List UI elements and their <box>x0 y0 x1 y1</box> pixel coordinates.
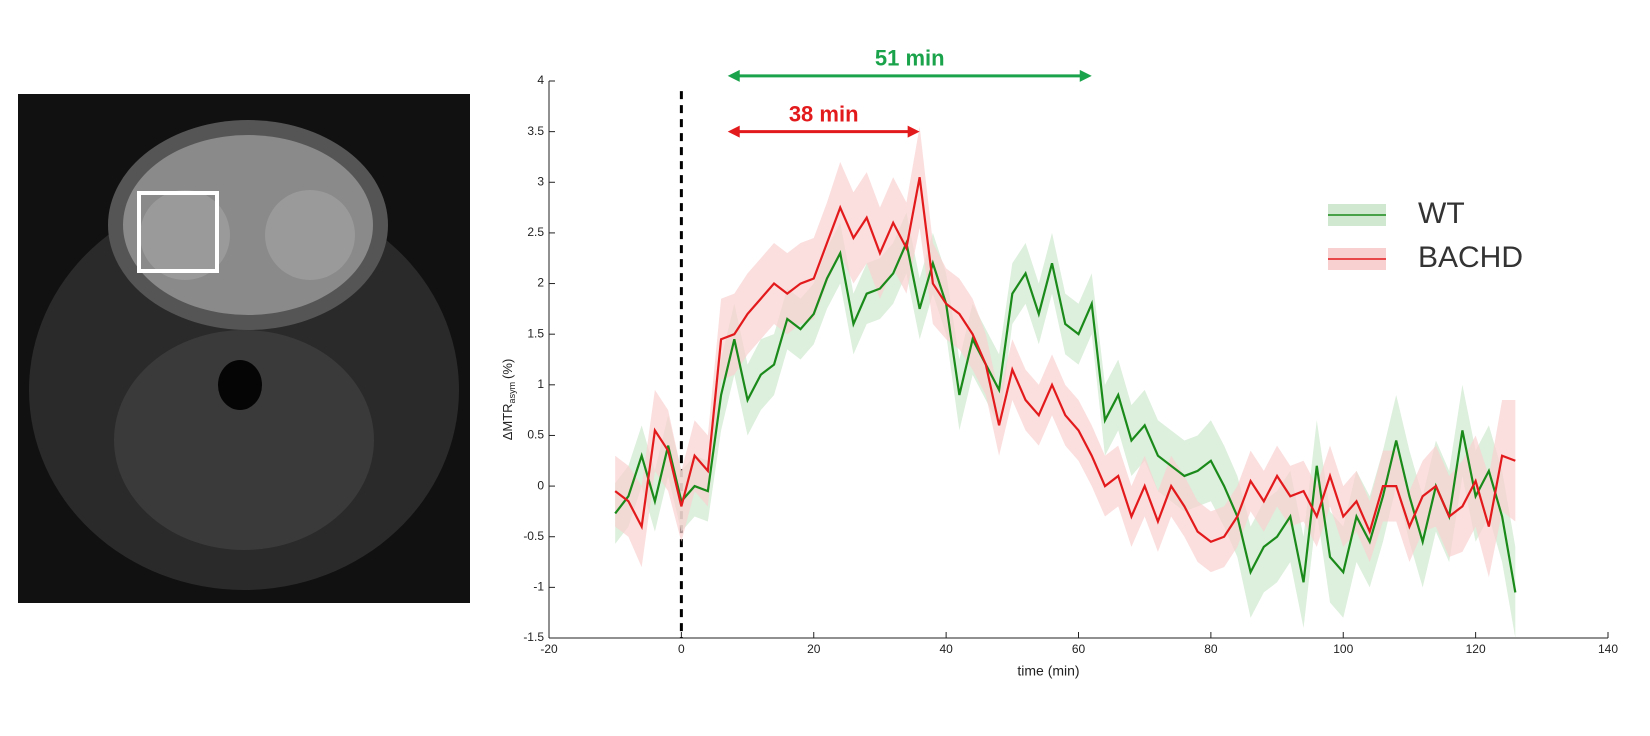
y-tick-label: 1.5 <box>527 326 544 340</box>
x-tick-label: 80 <box>1204 642 1218 656</box>
annotation-label: 51 min <box>875 46 945 71</box>
annotation-label: 38 min <box>789 101 859 126</box>
y-axis-label-part: ΔMTR <box>500 403 515 440</box>
arrow-head <box>727 69 740 82</box>
y-tick-label: 2.5 <box>527 225 544 239</box>
arrow-head <box>727 125 740 138</box>
arrow-head <box>1079 69 1092 82</box>
y-tick-label: -0.5 <box>523 529 544 543</box>
y-tick-label: 0 <box>537 478 544 492</box>
data-line <box>614 239 1517 593</box>
x-tick-label: 20 <box>807 642 821 656</box>
data-line <box>614 177 1516 544</box>
y-tick-label: 2 <box>537 276 544 290</box>
mri-image <box>18 94 470 603</box>
legend-label: WT <box>1418 197 1465 230</box>
x-tick-label: 120 <box>1466 642 1486 656</box>
x-axis-label: time (min) <box>1017 663 1079 679</box>
x-tick-label: 60 <box>1072 642 1086 656</box>
legend-label: BACHD <box>1418 241 1523 274</box>
y-tick-label: -1.5 <box>523 630 544 644</box>
y-axis-label: ΔMTRasym (%) <box>500 359 517 441</box>
x-tick-label: -20 <box>540 642 558 656</box>
y-tick-label: 1 <box>537 377 544 391</box>
x-tick-label: 100 <box>1333 642 1353 656</box>
y-tick-label: 3.5 <box>527 124 544 138</box>
y-tick-label: 3 <box>537 174 544 188</box>
x-tick-label: 140 <box>1598 642 1618 656</box>
y-axis-label-part: (%) <box>500 359 515 379</box>
x-tick-label: 40 <box>939 642 953 656</box>
x-tick-label: 0 <box>678 642 685 656</box>
error-band <box>615 126 1516 578</box>
arrow-head <box>907 125 920 138</box>
y-axis-label-part: asym <box>507 382 517 404</box>
y-tick-label: 0.5 <box>527 428 544 442</box>
y-tick-label: -1 <box>533 580 544 594</box>
error-band <box>615 212 1516 638</box>
y-tick-label: 4 <box>537 73 544 87</box>
